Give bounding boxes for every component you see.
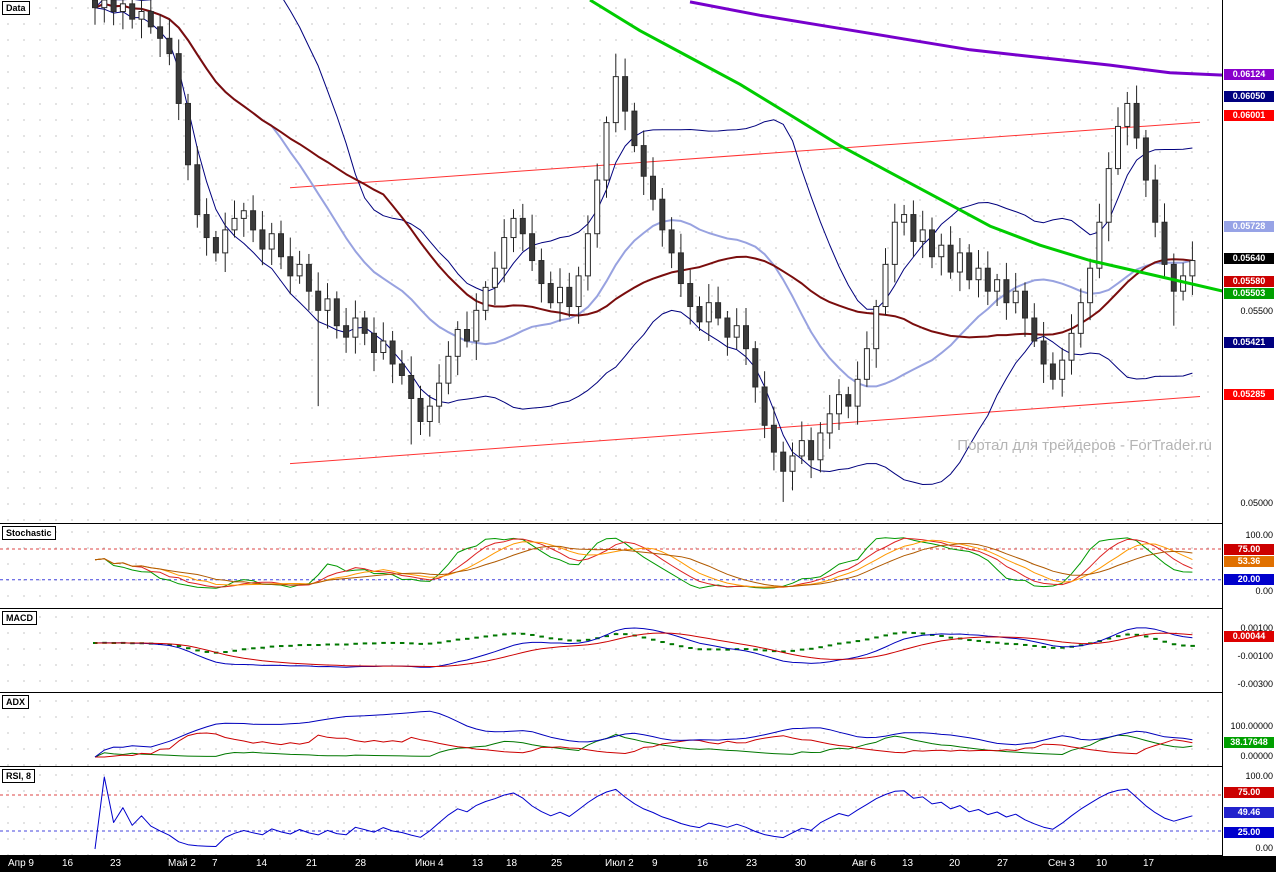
time-tick: 28 [355, 858, 366, 869]
price-badge: 20.00 [1224, 574, 1274, 585]
axis-label: -0.00100 [1237, 651, 1273, 662]
axis-label: 0.05000 [1240, 498, 1273, 509]
price-badge: 38.17648 [1224, 737, 1274, 748]
time-tick: 16 [62, 858, 73, 869]
price-badge: 0.05285 [1224, 389, 1274, 400]
time-axis: Апр 9 16 23 Май 2 7 14 21 28 Июн 4 13 18 25 Июл 2 9 16… [0, 856, 1276, 872]
price-badge: 75.00 [1224, 544, 1274, 555]
price-badge: 0.06001 [1224, 110, 1274, 121]
axis-label: 0.00 [1255, 843, 1273, 854]
trading-chart-window: 0.06124 0.06050 0.06001 0.05728 0.05640 0.055… [0, 0, 1276, 872]
price-badge: 53.36 [1224, 556, 1274, 567]
price-badge: 0.06124 [1224, 69, 1274, 80]
price-badge: 0.05421 [1224, 337, 1274, 348]
watermark: Портал для трейдеров - ForTrader.ru [957, 437, 1212, 454]
time-tick: 9 [652, 858, 658, 869]
axis-label: 100.00 [1245, 771, 1273, 782]
time-tick: 14 [256, 858, 267, 869]
time-tick: Июн 4 [415, 858, 444, 869]
panel-separator[interactable] [0, 523, 1276, 524]
price-badge: 0.05503 [1224, 288, 1274, 299]
time-tick: 21 [306, 858, 317, 869]
chart-canvas[interactable] [0, 767, 1223, 855]
time-tick: 10 [1096, 858, 1107, 869]
time-tick: 27 [997, 858, 1008, 869]
chart-canvas[interactable] [0, 693, 1223, 766]
price-axis: 0.06124 0.06050 0.06001 0.05728 0.05640 0.055… [1223, 0, 1276, 856]
chart-canvas[interactable] [0, 524, 1223, 608]
panel-tag-data: Data [2, 1, 30, 15]
time-tick: Апр 9 [8, 858, 34, 869]
time-tick: 16 [697, 858, 708, 869]
panel-tag-rsi: RSI, 8 [2, 769, 35, 783]
price-badge: 25.00 [1224, 827, 1274, 838]
time-tick: Авг 6 [852, 858, 876, 869]
axis-label: 100.00 [1245, 530, 1273, 541]
time-tick: 25 [551, 858, 562, 869]
time-tick: 7 [212, 858, 218, 869]
axis-label: 0.05500 [1240, 306, 1273, 317]
time-tick: 18 [506, 858, 517, 869]
price-badge: 75.00 [1224, 787, 1274, 798]
time-tick: 17 [1143, 858, 1154, 869]
time-tick: 23 [746, 858, 757, 869]
price-badge: 0.05640 [1224, 253, 1274, 264]
axis-label: 0.00000 [1240, 751, 1273, 762]
time-tick: Июл 2 [605, 858, 634, 869]
price-badge: 0.05728 [1224, 221, 1274, 232]
price-badge: 49.46 [1224, 807, 1274, 818]
price-badge: 0.05580 [1224, 276, 1274, 287]
axis-label: 100.00000 [1230, 721, 1273, 732]
panel-tag-adx: ADX [2, 695, 29, 709]
stochastic-panel[interactable] [0, 524, 1223, 608]
chart-canvas[interactable] [0, 609, 1223, 692]
adx-panel[interactable] [0, 693, 1223, 766]
panel-tag-macd: MACD [2, 611, 37, 625]
axis-label: 0.00 [1255, 586, 1273, 597]
rsi-panel[interactable] [0, 767, 1223, 855]
time-tick: 30 [795, 858, 806, 869]
panel-separator[interactable] [0, 608, 1276, 609]
panel-separator[interactable] [0, 692, 1276, 693]
macd-panel[interactable] [0, 609, 1223, 692]
time-tick: Сен 3 [1048, 858, 1075, 869]
price-badge: 0.06050 [1224, 91, 1274, 102]
time-tick: 20 [949, 858, 960, 869]
time-tick: 13 [902, 858, 913, 869]
time-tick: 13 [472, 858, 483, 869]
axis-label: -0.00300 [1237, 679, 1273, 690]
panel-tag-stochastic: Stochastic [2, 526, 56, 540]
panel-separator[interactable] [0, 766, 1276, 767]
price-badge: 0.00044 [1224, 631, 1274, 642]
time-tick: Май 2 [168, 858, 196, 869]
time-tick: 23 [110, 858, 121, 869]
